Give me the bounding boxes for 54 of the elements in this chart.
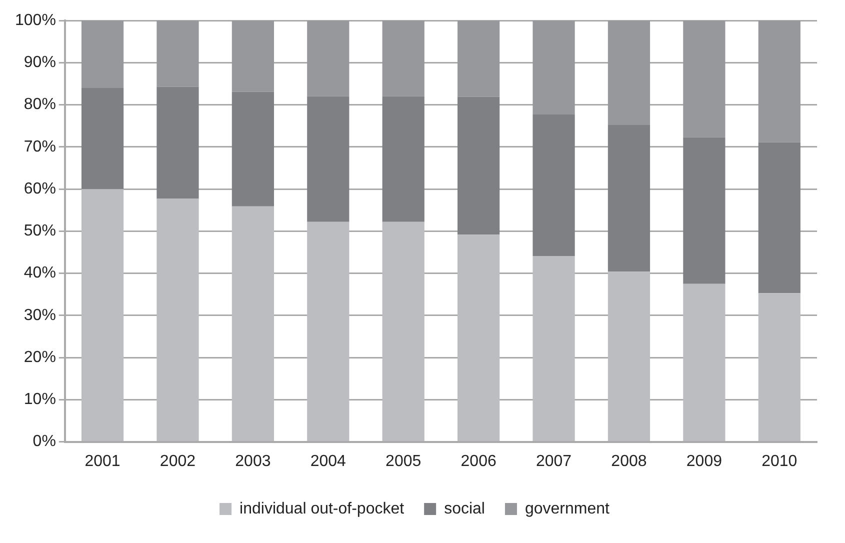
bar [532, 20, 575, 115]
legend-label: government [524, 500, 610, 518]
x-tick-label: 2006 [460, 452, 496, 470]
bar [458, 96, 500, 235]
y-tick-label: 30% [24, 306, 56, 324]
bar [758, 142, 800, 294]
y-tick-label: 60% [24, 180, 56, 198]
y-tick-label: 10% [24, 391, 56, 408]
x-tick-label: 2001 [84, 452, 120, 470]
bar [458, 234, 500, 442]
x-tick-label: 2007 [536, 452, 572, 470]
y-tick-label: 80% [24, 96, 56, 114]
bar [307, 222, 350, 442]
bar [156, 198, 199, 442]
bar [683, 284, 726, 442]
y-tick-label: 90% [24, 54, 56, 72]
x-tick-label: 2009 [686, 452, 722, 470]
bar [156, 86, 199, 199]
y-tick-label: 100% [15, 12, 56, 30]
bar [532, 256, 575, 442]
bar [758, 20, 800, 142]
x-tick-label: 2004 [310, 452, 346, 470]
bar [307, 20, 350, 96]
y-tick-label: 20% [24, 348, 56, 366]
y-tick-label: 0% [32, 433, 56, 450]
bar [608, 272, 650, 442]
bar [683, 137, 726, 284]
bar [458, 20, 500, 97]
x-tick-label: 2008 [611, 452, 647, 470]
bar [232, 206, 274, 442]
bar [382, 222, 424, 442]
y-tick-label: 50% [24, 222, 56, 240]
bar [156, 20, 199, 87]
legend-label: social [444, 500, 485, 518]
bar [382, 20, 424, 96]
legend-label: individual out-of-pocket [240, 500, 405, 518]
bar [81, 189, 124, 442]
x-tick-label: 2002 [160, 452, 196, 470]
bar [608, 125, 650, 272]
bar [232, 92, 274, 206]
bar [683, 20, 726, 138]
bar [232, 20, 274, 92]
bar [81, 20, 124, 88]
bar [608, 20, 650, 126]
bar [532, 114, 575, 256]
x-tick-label: 2010 [762, 452, 798, 470]
bar [758, 293, 800, 442]
x-tick-label: 2003 [235, 452, 271, 470]
y-tick-label: 40% [24, 264, 56, 282]
bar [81, 88, 124, 190]
bar [382, 96, 424, 222]
bar [307, 96, 350, 222]
y-tick-label: 70% [24, 138, 56, 156]
x-tick-label: 2005 [386, 452, 422, 470]
